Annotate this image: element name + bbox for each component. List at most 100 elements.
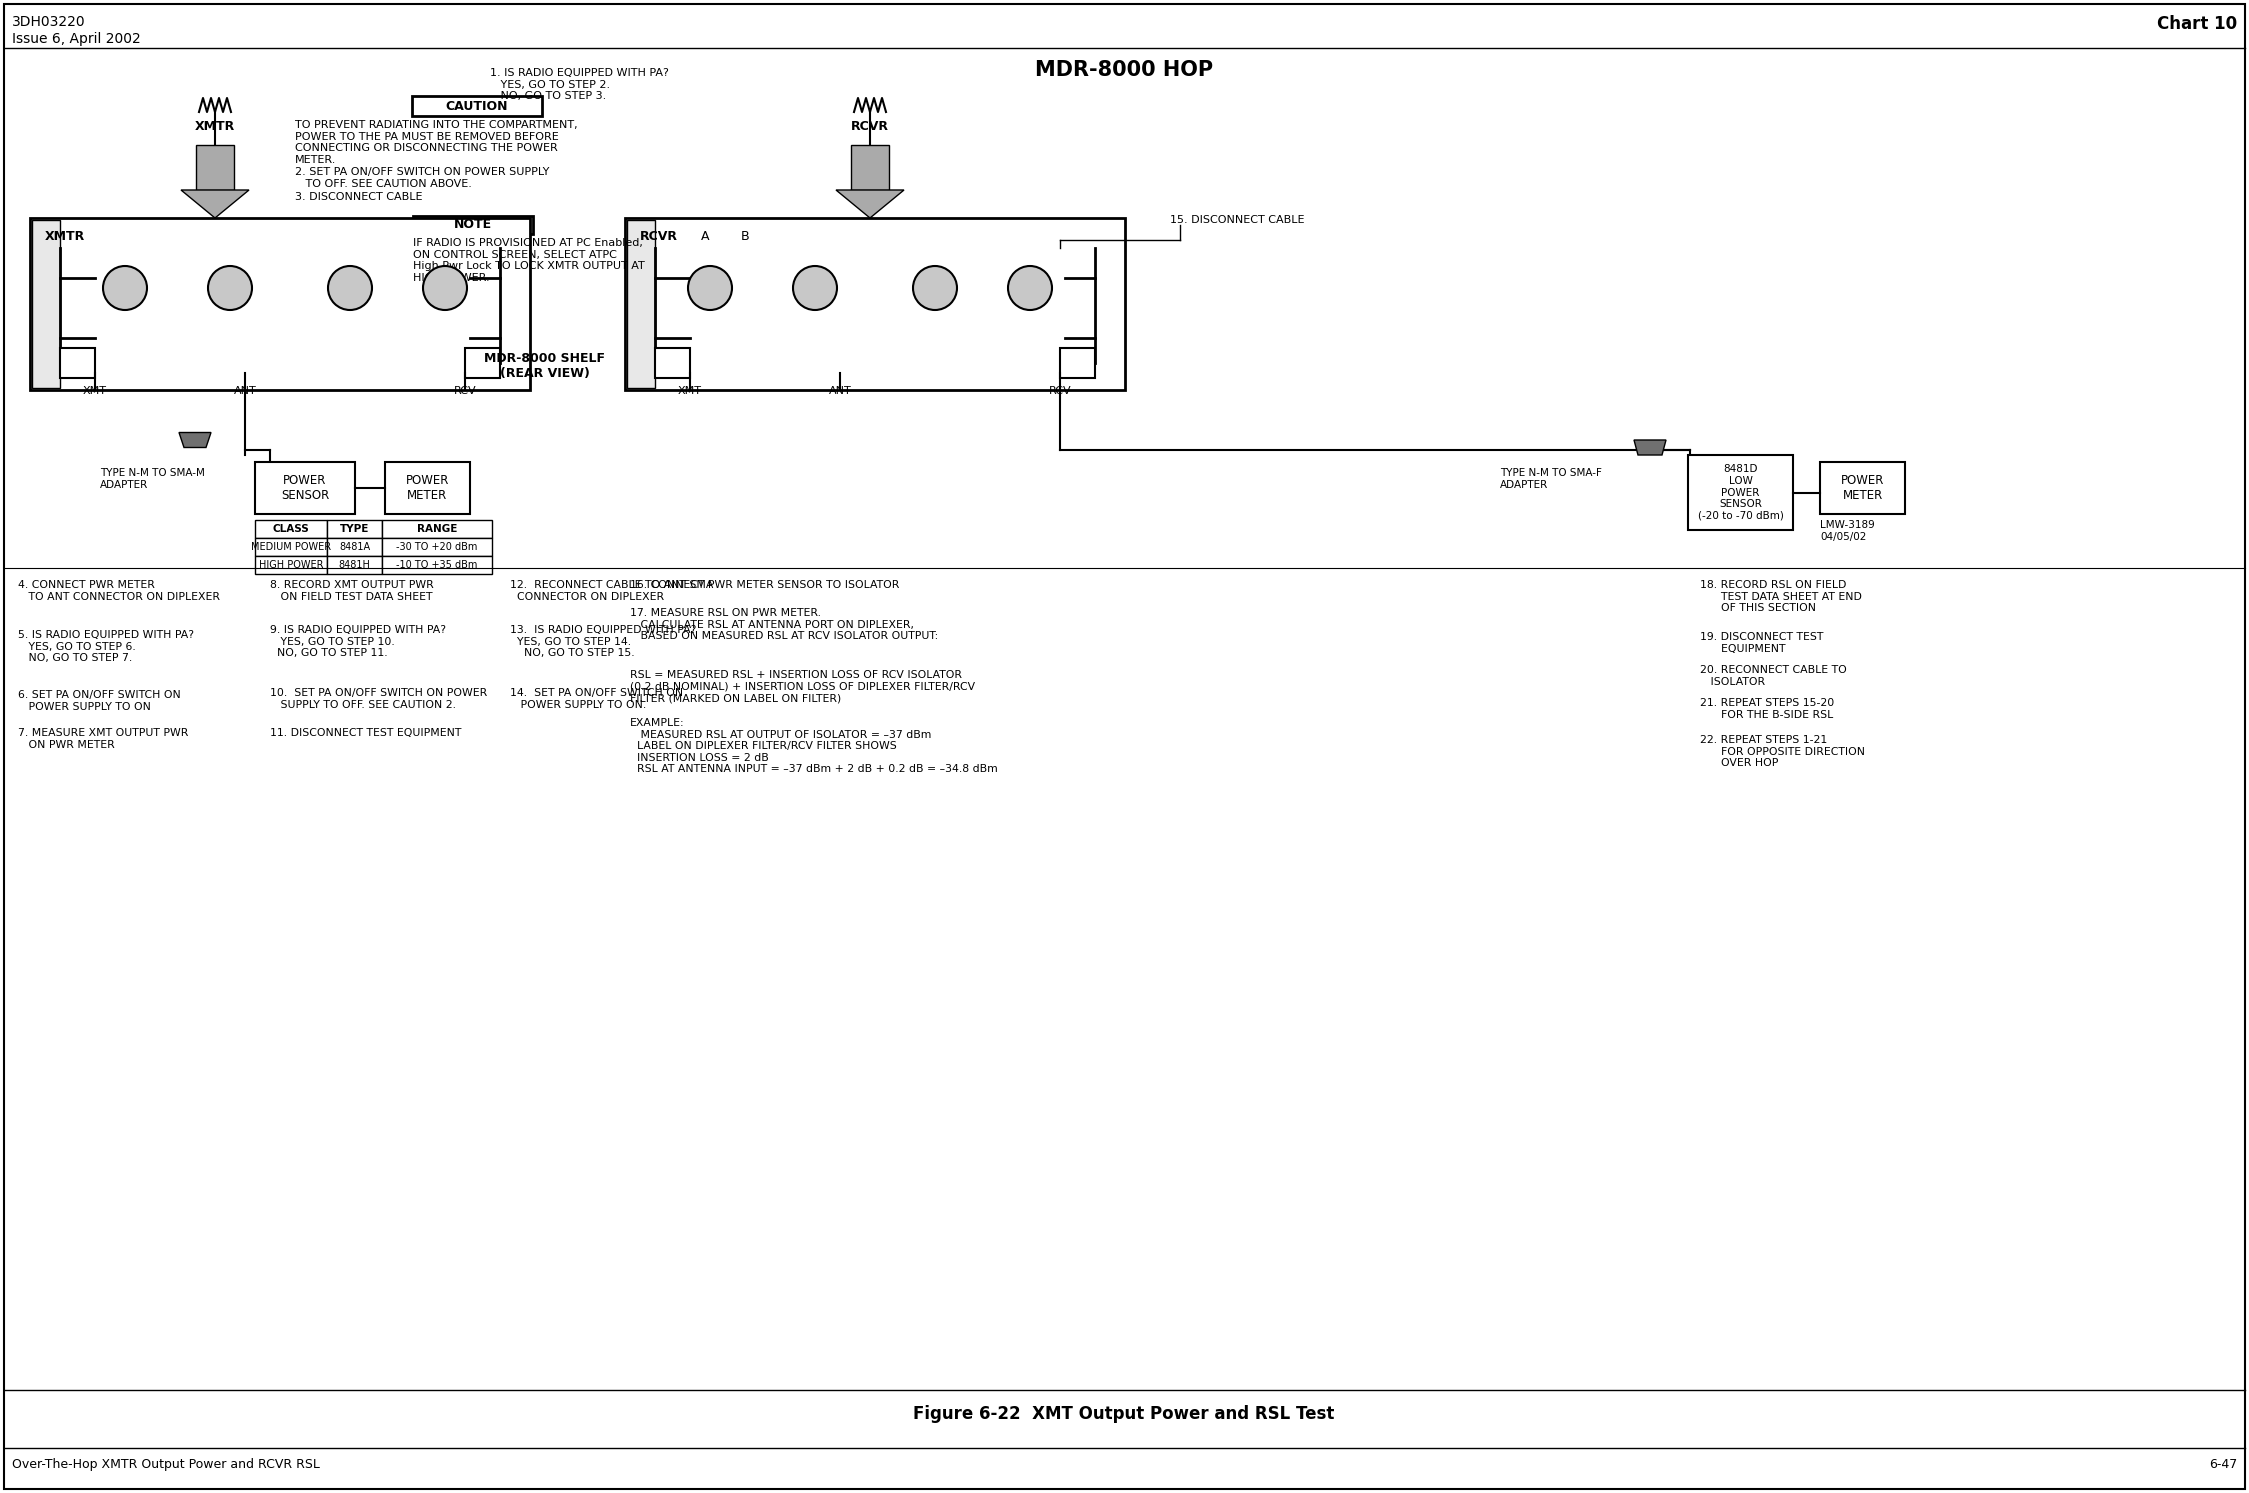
Text: TO PREVENT RADIATING INTO THE COMPARTMENT,
POWER TO THE PA MUST BE REMOVED BEFOR: TO PREVENT RADIATING INTO THE COMPARTMEN… [295,119,578,164]
Text: 3. DISCONNECT CABLE: 3. DISCONNECT CABLE [295,193,423,202]
Polygon shape [837,190,904,218]
Bar [254,520,326,537]
Text: -30 TO +20 dBm: -30 TO +20 dBm [396,542,477,552]
Text: 6-47: 6-47 [2209,1459,2238,1471]
Text: XMTR: XMTR [45,230,85,243]
Text: XMT: XMT [83,387,108,396]
Circle shape [328,266,371,311]
Text: LMW-3189
04/05/02: LMW-3189 04/05/02 [1819,520,1876,542]
Text: IF RADIO IS PROVISIONED AT PC Enabled,
ON CONTROL SCREEN, SELECT ATPC
High Pwr L: IF RADIO IS PROVISIONED AT PC Enabled, O… [414,237,645,282]
Text: 8481H: 8481H [340,560,371,570]
Text: 17. MEASURE RSL ON PWR METER.
   CALCULATE RSL AT ANTENNA PORT ON DIPLEXER,
   B: 17. MEASURE RSL ON PWR METER. CALCULATE … [630,608,938,640]
Text: RCV: RCV [1048,387,1071,396]
Text: RSL = MEASURED RSL + INSERTION LOSS OF RCV ISOLATOR
(0.2 dB NOMINAL) + INSERTION: RSL = MEASURED RSL + INSERTION LOSS OF R… [630,670,976,703]
Text: 10.  SET PA ON/OFF SWITCH ON POWER
   SUPPLY TO OFF. SEE CAUTION 2.: 10. SET PA ON/OFF SWITCH ON POWER SUPPLY… [270,688,488,709]
Bar [326,555,382,573]
Bar [196,145,234,190]
Text: Chart 10: Chart 10 [2157,15,2238,33]
Text: B: B [740,230,749,243]
Text: 5. IS RADIO EQUIPPED WITH PA?
   YES, GO TO STEP 6. 
   NO, GO TO STEP 7.: 5. IS RADIO EQUIPPED WITH PA? YES, GO TO… [18,630,193,663]
Text: RCVR: RCVR [850,119,888,133]
Text: Figure 6-22  XMT Output Power and RSL Test: Figure 6-22 XMT Output Power and RSL Tes… [913,1405,1334,1423]
Text: 15. DISCONNECT CABLE: 15. DISCONNECT CABLE [1169,215,1304,225]
Polygon shape [180,433,211,448]
Bar [466,348,499,378]
Text: ANT: ANT [234,387,256,396]
Text: RCV: RCV [454,387,477,396]
Text: 3DH03220: 3DH03220 [11,15,85,28]
Text: 19. DISCONNECT TEST
      EQUIPMENT: 19. DISCONNECT TEST EQUIPMENT [1700,632,1824,654]
Bar [254,537,326,555]
Polygon shape [180,190,250,218]
Text: Over-The-Hop XMTR Output Power and RCVR RSL: Over-The-Hop XMTR Output Power and RCVR … [11,1459,319,1471]
Text: 12.  RECONNECT CABLE TO ANT SMA
  CONNECTOR ON DIPLEXER: 12. RECONNECT CABLE TO ANT SMA CONNECTOR… [511,579,713,602]
Bar [61,348,94,378]
Circle shape [207,266,252,311]
Text: 1. IS RADIO EQUIPPED WITH PA?
   YES, GO TO STEP 2.
   NO, GO TO STEP 3.: 1. IS RADIO EQUIPPED WITH PA? YES, GO TO… [490,69,668,102]
Bar [1689,455,1792,530]
Text: XMT: XMT [677,387,702,396]
Text: POWER
METER: POWER METER [405,473,450,502]
Text: 14.  SET PA ON/OFF SWITCH ON
   POWER SUPPLY TO ON.: 14. SET PA ON/OFF SWITCH ON POWER SUPPLY… [511,688,684,709]
Text: MDR-8000 HOP: MDR-8000 HOP [1035,60,1212,81]
Bar [29,218,531,390]
Text: A: A [702,230,708,243]
Text: 16. CONNECT PWR METER SENSOR TO ISOLATOR: 16. CONNECT PWR METER SENSOR TO ISOLATOR [630,579,900,590]
Bar [627,219,654,388]
Text: RANGE: RANGE [416,524,457,534]
Circle shape [103,266,146,311]
Text: 8481D
LOW
POWER
SENSOR
(-20 to -70 dBm): 8481D LOW POWER SENSOR (-20 to -70 dBm) [1698,464,1783,521]
Polygon shape [1635,440,1667,455]
Text: POWER
SENSOR: POWER SENSOR [281,473,328,502]
Text: -10 TO +35 dBm: -10 TO +35 dBm [396,560,477,570]
Bar [382,555,493,573]
Text: ANT: ANT [828,387,852,396]
Text: 22. REPEAT STEPS 1-21
      FOR OPPOSITE DIRECTION
      OVER HOP: 22. REPEAT STEPS 1-21 FOR OPPOSITE DIREC… [1700,735,1864,769]
Bar [1059,348,1095,378]
Bar [382,537,493,555]
Circle shape [688,266,731,311]
Circle shape [794,266,837,311]
Text: NOTE: NOTE [454,218,493,231]
Bar [654,348,690,378]
Text: POWER
METER: POWER METER [1842,473,1885,502]
Text: MDR-8000 SHELF
(REAR VIEW): MDR-8000 SHELF (REAR VIEW) [484,352,605,381]
Text: TYPE N-M TO SMA-M
ADAPTER: TYPE N-M TO SMA-M ADAPTER [99,467,205,490]
Text: TYPE N-M TO SMA-F
ADAPTER: TYPE N-M TO SMA-F ADAPTER [1500,467,1601,490]
Bar [326,520,382,537]
Text: 20. RECONNECT CABLE TO
   ISOLATOR: 20. RECONNECT CABLE TO ISOLATOR [1700,664,1846,687]
Bar [850,145,888,190]
Text: TYPE: TYPE [340,524,369,534]
Bar [254,461,355,514]
Bar [385,461,470,514]
Circle shape [913,266,958,311]
Text: 8481A: 8481A [340,542,371,552]
Text: 9. IS RADIO EQUIPPED WITH PA?
   YES, GO TO STEP 10.
  NO, GO TO STEP 11.: 9. IS RADIO EQUIPPED WITH PA? YES, GO TO… [270,626,445,658]
Text: 7. MEASURE XMT OUTPUT PWR
   ON PWR METER: 7. MEASURE XMT OUTPUT PWR ON PWR METER [18,729,189,749]
Text: 11. DISCONNECT TEST EQUIPMENT: 11. DISCONNECT TEST EQUIPMENT [270,729,461,738]
Text: 13.  IS RADIO EQUIPPED WITH PA?
  YES, GO TO STEP 14.
    NO, GO TO STEP 15.: 13. IS RADIO EQUIPPED WITH PA? YES, GO T… [511,626,697,658]
Text: Issue 6, April 2002: Issue 6, April 2002 [11,31,142,46]
Bar [31,219,61,388]
Text: 4. CONNECT PWR METER
   TO ANT CONNECTOR ON DIPLEXER: 4. CONNECT PWR METER TO ANT CONNECTOR ON… [18,579,220,602]
Bar [254,555,326,573]
Bar [625,218,1124,390]
Text: HIGH POWER: HIGH POWER [259,560,324,570]
Circle shape [1008,266,1053,311]
Bar [414,216,533,234]
Text: MEDIUM POWER: MEDIUM POWER [252,542,331,552]
Text: CAUTION: CAUTION [445,100,508,112]
Text: 6. SET PA ON/OFF SWITCH ON
   POWER SUPPLY TO ON: 6. SET PA ON/OFF SWITCH ON POWER SUPPLY … [18,690,180,712]
Text: RCVR: RCVR [641,230,677,243]
Text: EXAMPLE:
   MEASURED RSL AT OUTPUT OF ISOLATOR = –37 dBm
  LABEL ON DIPLEXER FIL: EXAMPLE: MEASURED RSL AT OUTPUT OF ISOLA… [630,718,999,775]
Text: 2. SET PA ON/OFF SWITCH ON POWER SUPPLY
   TO OFF. SEE CAUTION ABOVE.: 2. SET PA ON/OFF SWITCH ON POWER SUPPLY … [295,167,549,188]
Text: 8. RECORD XMT OUTPUT PWR
   ON FIELD TEST DATA SHEET: 8. RECORD XMT OUTPUT PWR ON FIELD TEST D… [270,579,434,602]
Text: XMTR: XMTR [196,119,236,133]
Circle shape [423,266,468,311]
Text: 21. REPEAT STEPS 15-20
      FOR THE B-SIDE RSL: 21. REPEAT STEPS 15-20 FOR THE B-SIDE RS… [1700,699,1835,720]
Bar [412,96,542,116]
Bar [326,537,382,555]
Bar [1819,461,1905,514]
Bar [382,520,493,537]
Text: 18. RECORD RSL ON FIELD
      TEST DATA SHEET AT END
      OF THIS SECTION: 18. RECORD RSL ON FIELD TEST DATA SHEET … [1700,579,1862,614]
